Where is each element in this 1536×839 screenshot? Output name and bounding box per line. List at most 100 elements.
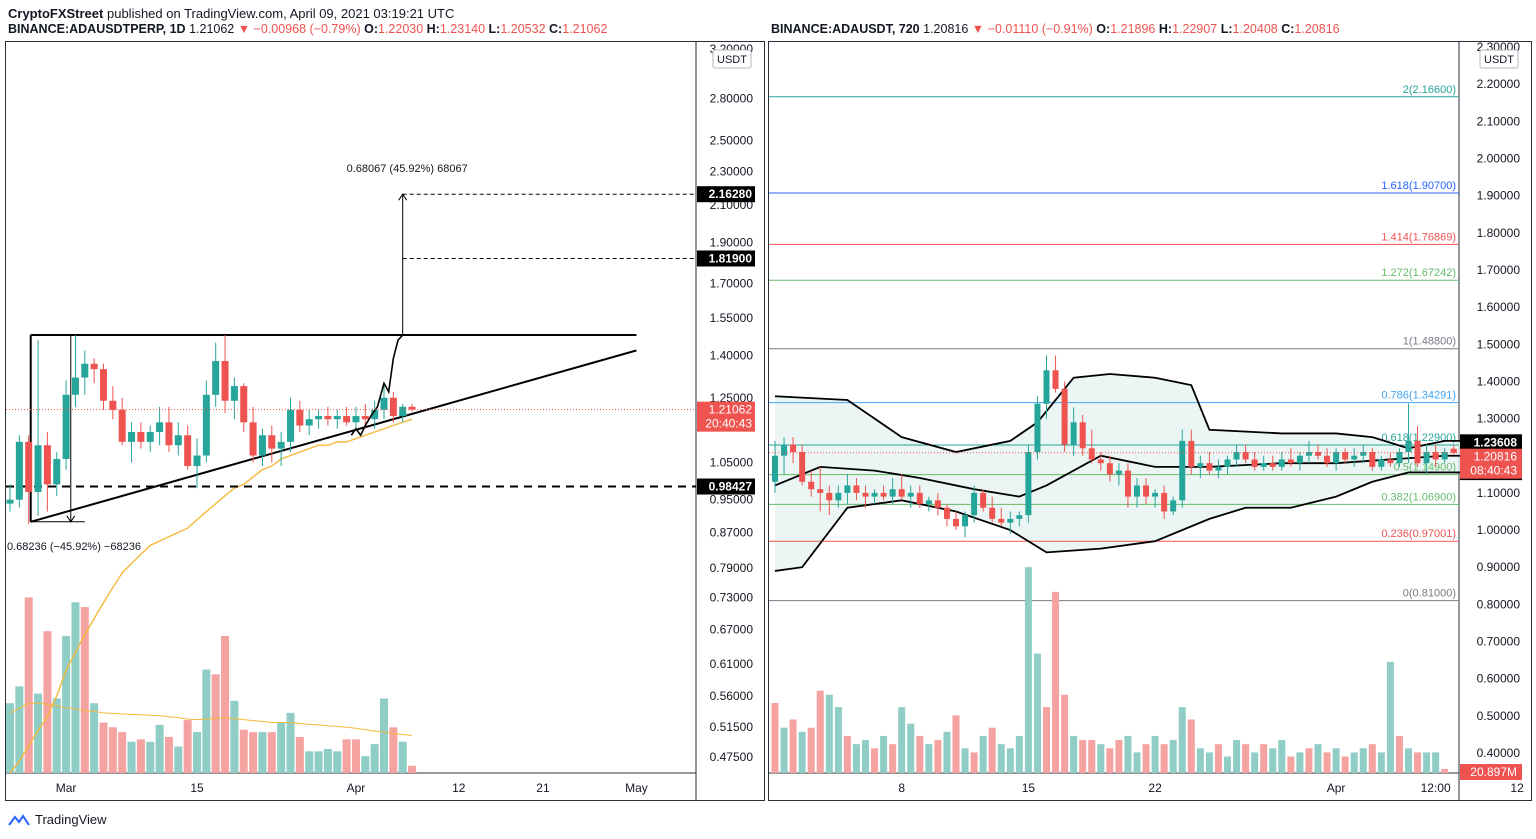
right-last-value: 1.20816 (923, 22, 969, 36)
right-x-tick-label: 22 (1148, 781, 1162, 795)
right-volume-bar (871, 748, 879, 773)
right-candle-body (1215, 466, 1222, 471)
left-candle-body (240, 386, 248, 423)
right-candle-body (1405, 440, 1412, 453)
right-candle-body (1188, 440, 1195, 467)
left-volume-bar (370, 744, 379, 773)
left-candle-body (333, 416, 341, 420)
left-candle-body (221, 361, 229, 401)
left-volume-bar (202, 669, 211, 773)
right-candle-body (1070, 422, 1077, 445)
right-volume-bar (1269, 748, 1277, 773)
right-candle-body (826, 492, 833, 501)
right-volume-bar (1341, 756, 1349, 773)
right-fib-label: 2(2.16600) (1403, 84, 1456, 96)
right-volume-bar (816, 690, 824, 773)
left-y-tick-label: 0.79000 (710, 561, 754, 575)
right-chart-panel[interactable]: 8 15 22 Apr 12:00 12 2.30000 2.20000 2.10000 2.00… (768, 40, 1532, 801)
left-volume-bar (6, 703, 14, 773)
tradingview-footer[interactable]: TradingView (8, 812, 107, 827)
right-chart-svg[interactable]: 8 15 22 Apr 12:00 122.300002.200002.100002.00… (769, 40, 1531, 800)
left-candle-body (53, 458, 61, 485)
left-candle-body (389, 397, 397, 417)
left-x-tick-label: 15 (190, 781, 204, 795)
right-currency-label: USDT (1484, 54, 1514, 66)
right-volume-bar (1142, 744, 1150, 773)
left-currency-box (712, 49, 752, 69)
left-candle-body (109, 400, 117, 410)
left-price-tag (697, 250, 755, 267)
right-close: 1.20816 (1294, 22, 1340, 36)
left-volume-bar (342, 739, 351, 773)
right-candle-body (1296, 455, 1303, 464)
left-y-tick-label: 1.55000 (710, 311, 754, 325)
right-candle-body (1088, 448, 1095, 460)
publish-header: CryptoFXStreet published on TradingView.… (8, 6, 454, 21)
right-volume-bar (780, 727, 788, 773)
right-volume-bar (1115, 740, 1123, 773)
right-candle-body (835, 492, 842, 501)
left-volume-bar (80, 607, 89, 773)
right-y-tick-label: 1.90000 (1477, 189, 1521, 203)
right-candle-body (871, 492, 878, 497)
left-volume-bar (108, 727, 117, 773)
left-candle-body (71, 377, 79, 395)
right-volume-bar (1350, 752, 1358, 773)
right-y-tick-label: 1.60000 (1477, 300, 1521, 314)
left-candle-body (156, 422, 164, 432)
left-price-tag (697, 478, 755, 495)
right-candle-body (1170, 500, 1177, 512)
right-candle-body (844, 485, 851, 493)
right-candle-body (1278, 459, 1285, 467)
left-candle-body (193, 455, 201, 467)
left-y-tick-label: 0.95000 (710, 493, 754, 507)
left-price-tag (697, 186, 755, 203)
left-symbol-name[interactable]: BINANCE:ADAUSDTPERP, 1D (8, 22, 186, 36)
left-last-value: 1.21062 (189, 22, 235, 36)
right-candle-body (1414, 440, 1421, 464)
publisher-name: CryptoFXStreet (8, 6, 104, 21)
left-x-tick-label: May (625, 781, 648, 795)
left-last-price-tag (697, 401, 755, 432)
left-volume-bar (15, 686, 24, 773)
right-change: ▼ −0.01110 (−0.91%) (971, 22, 1093, 36)
right-symbol-name[interactable]: BINANCE:ADAUSDT, 720 (771, 22, 920, 36)
left-candle-body (315, 416, 323, 420)
left-volume-bar (155, 724, 164, 773)
left-candle-body (146, 431, 154, 442)
left-volume-bar (43, 631, 52, 773)
right-candle-body (1269, 463, 1276, 467)
left-candle-body (184, 435, 192, 467)
right-candle-body (998, 518, 1005, 523)
right-candle-body (916, 492, 923, 505)
left-candle-body (43, 445, 51, 485)
right-volume-bar (1133, 752, 1141, 773)
left-chart-svg[interactable]: Mar 15 Apr 12 21 May3.200002.800002.500002.30… (6, 42, 764, 800)
left-x-tick-label: 12 (452, 781, 466, 795)
right-volume-bar (1205, 752, 1213, 773)
left-candle-body (100, 369, 107, 401)
left-candle-body (90, 363, 98, 370)
right-volume-bar (880, 735, 888, 773)
right-candle-body (1432, 452, 1439, 460)
left-volume-bar (389, 727, 398, 773)
left-volume-bar (305, 751, 314, 773)
right-price-tag-label: 1.23608 (1474, 435, 1518, 449)
left-volume-bar (408, 765, 417, 773)
left-high: 1.23140 (439, 22, 486, 36)
left-projection-path (350, 334, 404, 437)
left-chart-panel[interactable]: Mar 15 Apr 12 21 May 3.20000 2.80000 2.50000 2.30… (5, 41, 765, 801)
right-candle-body (817, 489, 824, 493)
right-candle-body (1134, 485, 1140, 497)
right-last-price-label: 1.20816 (1474, 450, 1518, 464)
right-y-tick-label: 1.70000 (1477, 263, 1521, 277)
right-candle-body (1396, 452, 1403, 464)
right-volume-bar (834, 707, 842, 773)
right-volume-bar (1260, 744, 1268, 773)
right-candle-body (898, 489, 905, 497)
right-candle-body (1242, 452, 1249, 460)
right-volume-bar (1088, 740, 1096, 773)
right-volume-bar (1196, 748, 1204, 773)
right-candle-body (781, 444, 788, 456)
right-volume-bar (1296, 752, 1304, 773)
